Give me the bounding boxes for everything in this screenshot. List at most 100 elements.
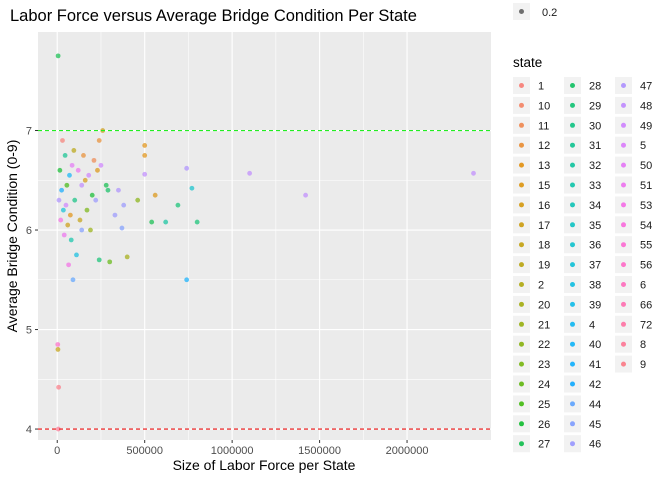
data-point — [55, 342, 61, 347]
state-legend-dot — [570, 102, 575, 108]
data-point — [75, 167, 81, 173]
data-point — [175, 202, 181, 208]
state-legend-label: 46 — [589, 439, 601, 451]
state-legend-label: 13 — [538, 160, 550, 172]
state-legend-dot — [519, 222, 524, 228]
state-legend-item: 42 — [564, 375, 601, 393]
state-legend-item: 56 — [615, 256, 652, 274]
state-legend-label: 24 — [538, 379, 550, 391]
state-legend-item: 15 — [513, 176, 550, 194]
state-legend-dot — [519, 202, 524, 208]
state-legend-item: 44 — [564, 395, 601, 413]
state-legend-dot — [570, 202, 575, 208]
minor-gridlines — [38, 32, 491, 440]
state-legend-dot — [570, 242, 575, 248]
data-point — [81, 152, 86, 158]
data-point — [84, 207, 90, 213]
state-legend-dot — [621, 361, 626, 367]
data-point — [93, 197, 99, 203]
data-point — [86, 172, 92, 178]
state-legend-label: 19 — [538, 260, 550, 272]
state-legend-label: 5 — [640, 140, 646, 152]
state-legend-label: 6 — [640, 280, 646, 292]
alpha-legend-dot — [519, 9, 524, 14]
state-legend-label: 25 — [538, 399, 550, 411]
state-legend-label: 18 — [538, 240, 550, 252]
state-legend-item: 46 — [564, 435, 601, 453]
data-point — [142, 143, 148, 148]
state-legend-item: 41 — [564, 355, 601, 373]
state-legend-label: 12 — [538, 140, 550, 152]
data-point — [69, 162, 75, 168]
state-legend-item: 36 — [564, 236, 601, 254]
state-legend-dot — [621, 222, 626, 228]
y-tick-label: 5 — [26, 325, 32, 337]
data-point — [103, 182, 109, 188]
state-legend-label: 22 — [538, 339, 550, 351]
data-point — [105, 187, 111, 193]
state-legend-item: 72 — [615, 315, 652, 333]
data-point — [64, 182, 70, 188]
state-legend-dot — [621, 102, 626, 108]
state-legend-dot — [570, 441, 575, 447]
state-legend-label: 26 — [538, 419, 550, 431]
state-legend-label: 56 — [640, 260, 652, 272]
data-point — [119, 225, 125, 231]
y-tick-label: 6 — [26, 225, 32, 237]
state-legend-dot — [621, 242, 626, 248]
state-legend-item: 54 — [615, 216, 652, 234]
data-point — [79, 227, 85, 233]
state-legend-label: 9 — [640, 359, 646, 371]
state-legend-dot — [570, 222, 575, 228]
state-legend-label: 55 — [640, 240, 652, 252]
data-point — [82, 177, 88, 183]
state-legend-dot — [570, 142, 575, 148]
state-legend-item: 45 — [564, 415, 601, 433]
state-legend-label: 27 — [538, 439, 550, 451]
state-legend-dot — [570, 83, 575, 88]
state-legend-label: 31 — [589, 140, 601, 152]
state-legend-item: 19 — [513, 256, 550, 274]
data-point — [55, 347, 61, 352]
state-legend-dot — [621, 182, 626, 188]
data-point — [96, 138, 102, 143]
state-legend-label: 4 — [589, 319, 595, 331]
chart-title: Labor Force versus Average Bridge Condit… — [10, 7, 417, 25]
state-legend-dot — [570, 421, 575, 427]
state-legend-label: 49 — [640, 120, 652, 132]
state-legend-dot — [519, 381, 524, 387]
state-legend-label: 32 — [589, 160, 601, 172]
state-legend-item: 40 — [564, 335, 601, 353]
state-legend-dot — [621, 202, 626, 208]
state-legend-item: 55 — [615, 236, 652, 254]
data-point — [89, 192, 95, 198]
state-legend-item: 25 — [513, 395, 550, 413]
state-legend-item: 21 — [513, 315, 550, 333]
state-legend-item: 30 — [564, 116, 601, 134]
data-point — [74, 252, 79, 258]
state-legend-label: 45 — [589, 419, 601, 431]
data-point — [70, 277, 76, 283]
data-point — [184, 277, 190, 283]
data-point — [88, 227, 93, 233]
y-axis-label: Average Bridge Condition (0-9) — [4, 140, 20, 333]
data-point — [163, 219, 169, 225]
data-point — [149, 219, 155, 225]
data-point — [247, 170, 253, 176]
state-legend-item: 27 — [513, 435, 550, 453]
state-legend-item: 49 — [615, 116, 652, 134]
state-legend-label: 1 — [538, 81, 544, 93]
data-point — [121, 202, 127, 208]
state-legend-label: 34 — [589, 200, 601, 212]
state-legend-dot — [519, 242, 524, 248]
state-legend-dot — [570, 321, 575, 327]
data-point — [303, 192, 309, 198]
state-legend-label: 15 — [538, 180, 550, 192]
data-point — [58, 217, 64, 223]
state-legend-item: 34 — [564, 196, 601, 214]
y-tick-label: 4 — [26, 424, 32, 436]
state-legend-dot — [570, 262, 575, 268]
state-legend-label: 8 — [640, 339, 646, 351]
x-tick-label: 500000 — [126, 445, 163, 457]
data-point — [62, 152, 68, 158]
